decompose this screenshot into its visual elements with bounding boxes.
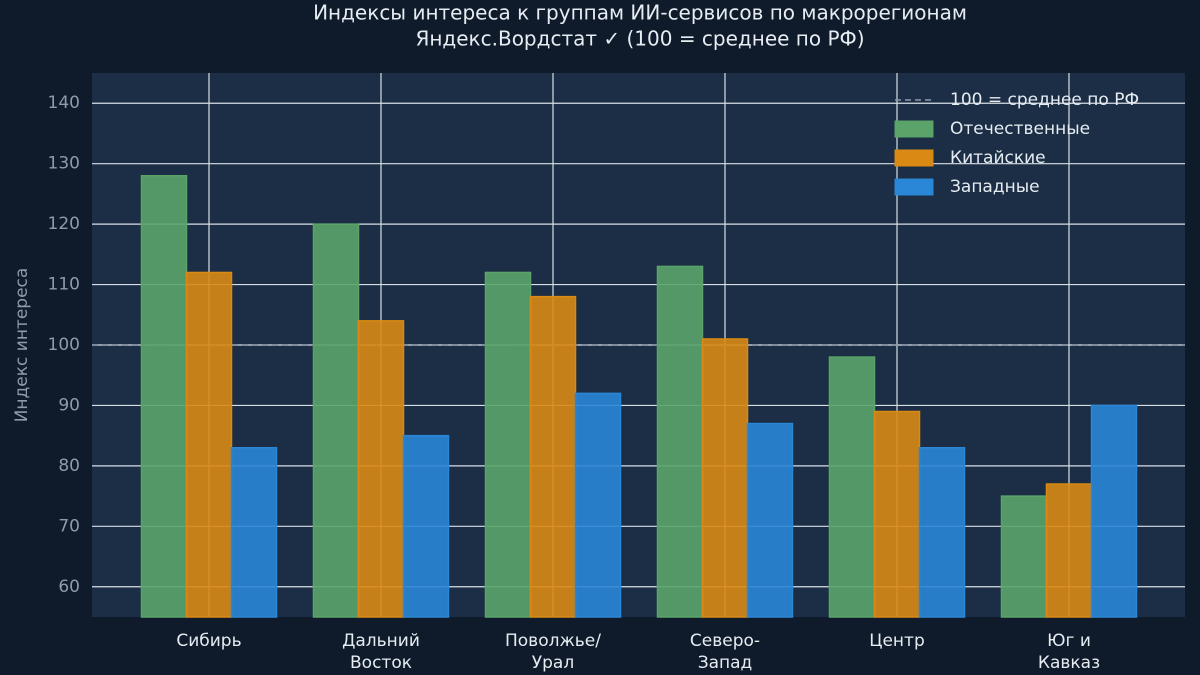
y-axis-label: Индекс интереса	[12, 268, 32, 423]
bar	[484, 271, 532, 618]
legend-swatch	[894, 149, 934, 167]
bar	[357, 320, 405, 618]
bar	[574, 392, 622, 618]
chart-title: Индексы интереса к группам ИИ-сервисов п…	[313, 1, 967, 25]
bar	[140, 175, 188, 618]
y-tick-label: 140	[48, 93, 80, 113]
bar	[828, 356, 876, 618]
bar	[230, 447, 278, 618]
bar	[656, 265, 704, 618]
bar	[1090, 404, 1138, 618]
bar	[312, 223, 360, 618]
x-tick-label: Поволжье/Урал	[505, 631, 601, 673]
bar	[918, 447, 966, 618]
x-tick-label: Дальний Восток	[342, 631, 420, 673]
bar	[746, 422, 794, 618]
x-tick-label: Северо-Запад	[690, 631, 760, 673]
bar	[529, 295, 577, 618]
x-tick-label: Юг и Кавказ	[1038, 631, 1100, 673]
legend-label: 100 = среднее по РФ	[950, 90, 1139, 110]
legend-label: Отечественные	[950, 119, 1090, 139]
legend-label: Китайские	[950, 148, 1046, 168]
legend-swatch	[894, 178, 934, 196]
y-tick-label: 80	[58, 456, 80, 476]
y-tick-label: 70	[58, 516, 80, 536]
y-tick-label: 130	[48, 154, 80, 174]
bar	[402, 434, 450, 618]
legend-label: Западные	[950, 177, 1040, 197]
bar	[701, 338, 749, 618]
chart-subtitle: Яндекс.Вордстат ✓ (100 = среднее по РФ)	[415, 27, 864, 51]
y-tick-label: 100	[48, 335, 80, 355]
bar	[1000, 495, 1048, 618]
x-tick-label: Сибирь	[176, 631, 241, 651]
legend-swatch	[894, 120, 934, 138]
y-tick-label: 120	[48, 214, 80, 234]
y-tick-label: 90	[58, 395, 80, 415]
bar	[185, 271, 233, 618]
bar	[873, 410, 921, 618]
x-tick-label: Центр	[869, 631, 924, 651]
bar	[1045, 483, 1093, 618]
y-tick-label: 60	[58, 577, 80, 597]
y-tick-label: 110	[48, 275, 80, 295]
